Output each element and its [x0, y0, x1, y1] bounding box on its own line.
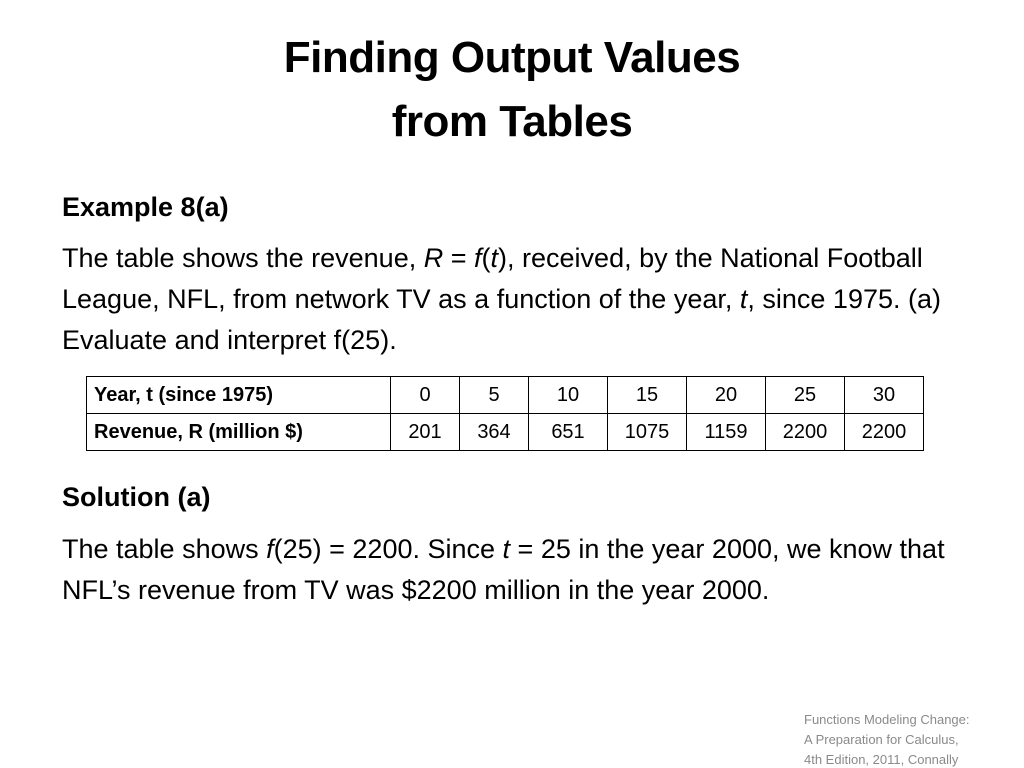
solution-paragraph: The table shows f(25) = 2200. Since t = …	[62, 529, 962, 611]
title-line-1: Finding Output Values	[283, 33, 741, 82]
example-text-3: , since 1975. (a) Evaluate and interpret…	[62, 284, 941, 355]
solution-text-1: The table shows	[62, 534, 267, 564]
example-var-t: t	[490, 243, 499, 273]
table-cell-revenue: 2200	[765, 413, 845, 451]
solution-text-3: = 25 in the year 2000, we know that NFL’…	[62, 534, 945, 605]
solution-var-f: f	[266, 534, 274, 564]
example-var-t2: t	[739, 284, 748, 314]
example-paragraph: The table shows the revenue, R = f(t), r…	[62, 238, 962, 361]
credit-line-1: Functions Modeling Change:	[804, 712, 970, 727]
example-heading: Example 8(a)	[62, 192, 229, 222]
solution-heading: Solution (a)	[62, 482, 211, 512]
table-cell-revenue: 1075	[607, 413, 687, 451]
table-cell-revenue: 364	[459, 413, 529, 451]
table-row-revenue: Revenue, R (million $) 201 364 651 1075 …	[86, 413, 924, 451]
example-text-eq: =	[443, 243, 474, 273]
table-cell-year: 30	[844, 376, 924, 414]
title-line-2: from Tables	[391, 97, 633, 146]
table-cell-year: 25	[765, 376, 845, 414]
table-row-years: Year, t (since 1975) 0 5 10 15 20 25 30	[86, 376, 924, 414]
table-cell-year: 0	[390, 376, 460, 414]
row-label-revenue: Revenue, R (million $)	[86, 413, 391, 451]
row-label-year: Year, t (since 1975)	[86, 376, 391, 414]
source-credit: Functions Modeling Change: A Preparation…	[804, 710, 1019, 768]
table-cell-year: 5	[459, 376, 529, 414]
table-cell-revenue: 2200	[844, 413, 924, 451]
credit-line-2: A Preparation for Calculus,	[804, 732, 959, 747]
credit-line-3: 4th Edition, 2011, Connally	[804, 752, 959, 767]
revenue-table: Year, t (since 1975) 0 5 10 15 20 25 30 …	[86, 376, 924, 451]
example-text-open: (	[481, 243, 491, 273]
table-cell-revenue: 201	[390, 413, 460, 451]
solution-text-2: (25) = 2200. Since	[273, 534, 503, 564]
table-cell-year: 10	[528, 376, 608, 414]
example-var-r: R	[423, 243, 444, 273]
example-text-1: The table shows the revenue,	[62, 243, 424, 273]
table-cell-revenue: 1159	[686, 413, 766, 451]
solution-var-t: t	[502, 534, 511, 564]
table-cell-year: 20	[686, 376, 766, 414]
table-cell-year: 15	[607, 376, 687, 414]
table-cell-revenue: 651	[528, 413, 608, 451]
example-var-f: f	[474, 243, 482, 273]
example-text-2: ), received, by the National Football Le…	[62, 243, 923, 314]
slide-title: Finding Output Values from Tables	[0, 26, 1024, 154]
